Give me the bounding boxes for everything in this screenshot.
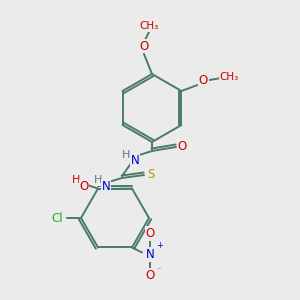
- Text: O: O: [177, 140, 187, 152]
- Text: O: O: [146, 269, 154, 282]
- Text: O: O: [199, 74, 208, 88]
- Text: N: N: [102, 179, 110, 193]
- Text: CH₃: CH₃: [220, 72, 239, 82]
- Text: Cl: Cl: [51, 212, 63, 224]
- Text: CH₃: CH₃: [140, 21, 159, 31]
- Text: H: H: [122, 150, 130, 160]
- Text: O: O: [80, 180, 88, 193]
- Text: H: H: [94, 175, 102, 185]
- Text: O: O: [140, 40, 148, 52]
- Text: N: N: [130, 154, 140, 166]
- Text: H: H: [72, 175, 80, 184]
- Text: ⁻: ⁻: [156, 266, 160, 274]
- Text: +: +: [156, 242, 163, 250]
- Text: O: O: [146, 227, 154, 240]
- Text: S: S: [147, 167, 155, 181]
- Text: N: N: [146, 248, 154, 261]
